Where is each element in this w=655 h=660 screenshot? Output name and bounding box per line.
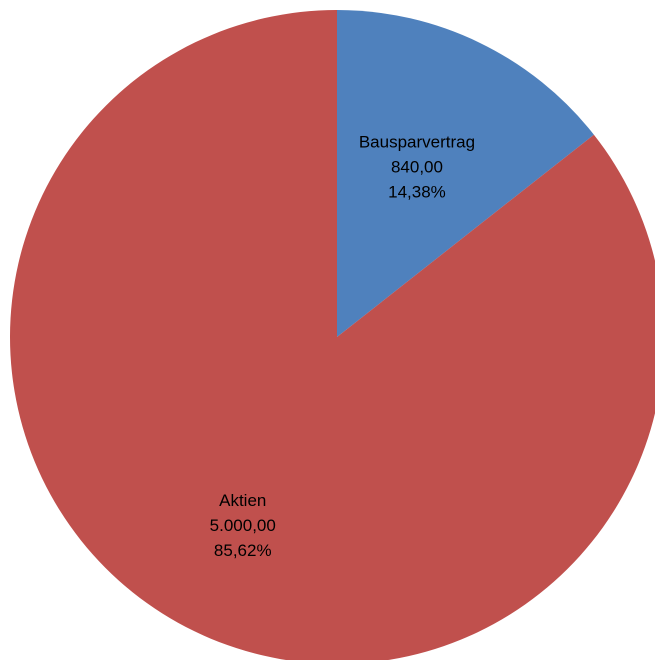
data-label-bausparvertrag: Bausparvertrag 840,00 14,38% bbox=[359, 132, 475, 201]
data-label-label: Bausparvertrag bbox=[359, 132, 475, 151]
pie-slice-bausparvertrag bbox=[337, 10, 594, 337]
pie-slices bbox=[10, 10, 655, 660]
pie-slice-aktien bbox=[10, 10, 655, 660]
data-label-percent: 14,38% bbox=[388, 182, 446, 201]
data-label-aktien: Aktien 5.000,00 85,62% bbox=[210, 491, 276, 560]
data-label-value: 840,00 bbox=[391, 157, 443, 176]
data-label-percent: 85,62% bbox=[214, 541, 272, 560]
pie-labels: Bausparvertrag 840,00 14,38% Aktien 5.000,00… bbox=[210, 132, 475, 560]
data-label-label: Aktien bbox=[219, 491, 266, 510]
data-label-value: 5.000,00 bbox=[210, 516, 276, 535]
